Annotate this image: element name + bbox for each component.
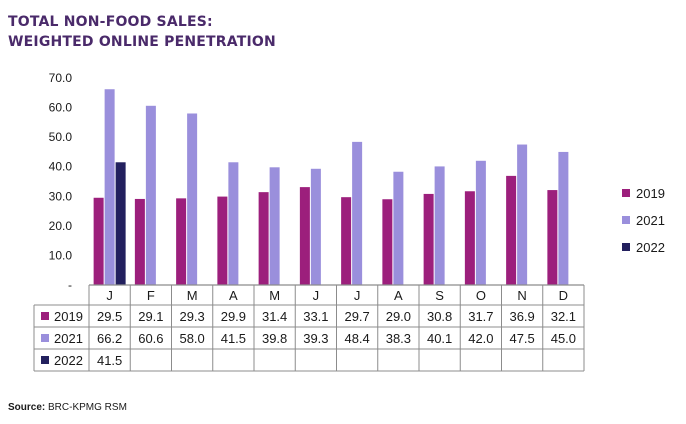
legend-key-2019 — [622, 189, 630, 197]
data-label: 41.5 — [97, 353, 122, 368]
y-tick-label: 30.0 — [49, 189, 73, 203]
y-tick-label: 40.0 — [49, 160, 73, 174]
bar-2019-9 — [423, 193, 434, 285]
data-label: 45.0 — [551, 331, 576, 346]
y-tick-label: 60.0 — [49, 101, 73, 115]
bar-2019-10 — [464, 191, 475, 285]
x-tick-label: A — [394, 288, 403, 303]
x-tick-label: M — [269, 288, 280, 303]
data-label: 38.3 — [386, 331, 411, 346]
bar-2019-3 — [176, 198, 187, 285]
data-label: 60.6 — [138, 331, 163, 346]
table-key-2021 — [41, 334, 49, 342]
bar-2021-3 — [187, 113, 198, 285]
chart-title-line2: WEIGHTED ONLINE PENETRATION — [8, 34, 276, 50]
bar-2021-8 — [393, 171, 404, 285]
data-label: 33.1 — [303, 309, 328, 324]
bar-2019-2 — [134, 198, 145, 285]
y-tick-label: 70.0 — [49, 71, 73, 85]
bar-2021-1 — [104, 89, 115, 285]
bar-2019-6 — [299, 187, 310, 285]
data-label: 29.5 — [97, 309, 122, 324]
x-tick-label: F — [147, 288, 155, 303]
legend-key-2022 — [622, 243, 630, 251]
bar-2019-4 — [217, 196, 228, 285]
legend-key-2021 — [622, 216, 630, 224]
source-note: Source: BRC-KPMG RSM — [8, 402, 127, 413]
x-tick-label: N — [517, 288, 526, 303]
y-tick-label: 50.0 — [49, 130, 73, 144]
data-label: 40.1 — [427, 331, 452, 346]
legend-label-2019: 2019 — [636, 186, 665, 201]
data-label: 31.4 — [262, 309, 287, 324]
table-key-2022 — [41, 356, 49, 364]
table-series-label: 2022 — [54, 353, 83, 368]
bar-2019-5 — [258, 192, 269, 285]
bar-2021-10 — [475, 160, 486, 285]
data-label: 58.0 — [179, 331, 204, 346]
x-tick-label: J — [354, 288, 361, 303]
bar-2021-11 — [517, 144, 528, 285]
x-tick-label: S — [435, 288, 444, 303]
source-label: Source: — [8, 402, 46, 413]
bar-2021-2 — [145, 105, 156, 285]
bar-2019-1 — [93, 197, 104, 285]
data-label: 41.5 — [221, 331, 246, 346]
chart-title: TOTAL NON-FOOD SALES: WEIGHTED ONLINE PE… — [8, 12, 276, 52]
bar-2019-8 — [382, 199, 393, 285]
x-tick-label: A — [229, 288, 238, 303]
table-series-label: 2019 — [54, 309, 83, 324]
bar-2021-5 — [269, 167, 280, 285]
data-label: 47.5 — [509, 331, 534, 346]
data-label: 32.1 — [551, 309, 576, 324]
y-tick-label: 20.0 — [49, 219, 73, 233]
y-tick-label: 10.0 — [49, 248, 73, 262]
table-key-2019 — [41, 312, 49, 320]
y-tick-label: - — [68, 278, 72, 292]
data-label: 29.1 — [138, 309, 163, 324]
bar-2022-1 — [115, 162, 126, 285]
data-label: 39.3 — [303, 331, 328, 346]
data-label: 31.7 — [468, 309, 493, 324]
bar-2021-12 — [558, 151, 569, 285]
x-tick-label: D — [559, 288, 568, 303]
bar-2021-9 — [434, 166, 445, 285]
data-label: 30.8 — [427, 309, 452, 324]
source-text: BRC-KPMG RSM — [48, 402, 127, 413]
x-tick-label: J — [106, 288, 113, 303]
data-label: 29.3 — [179, 309, 204, 324]
table-series-label: 2021 — [54, 331, 83, 346]
bar-2019-11 — [506, 175, 517, 285]
data-label: 42.0 — [468, 331, 493, 346]
legend-label-2022: 2022 — [636, 240, 665, 255]
data-label: 29.7 — [344, 309, 369, 324]
chart-title-line1: TOTAL NON-FOOD SALES: — [8, 14, 213, 30]
bar-2021-4 — [228, 162, 239, 285]
data-label: 29.0 — [386, 309, 411, 324]
x-tick-label: O — [476, 288, 486, 303]
data-label: 48.4 — [344, 331, 369, 346]
bar-2019-12 — [547, 190, 558, 285]
data-label: 29.9 — [221, 309, 246, 324]
bar-2019-7 — [341, 197, 352, 285]
bar-2021-6 — [310, 168, 321, 285]
data-label: 36.9 — [509, 309, 534, 324]
legend-label-2021: 2021 — [636, 213, 665, 228]
data-label: 39.8 — [262, 331, 287, 346]
bar-2021-7 — [352, 141, 363, 285]
x-tick-label: M — [187, 288, 198, 303]
x-tick-label: J — [313, 288, 320, 303]
data-label: 66.2 — [97, 331, 122, 346]
